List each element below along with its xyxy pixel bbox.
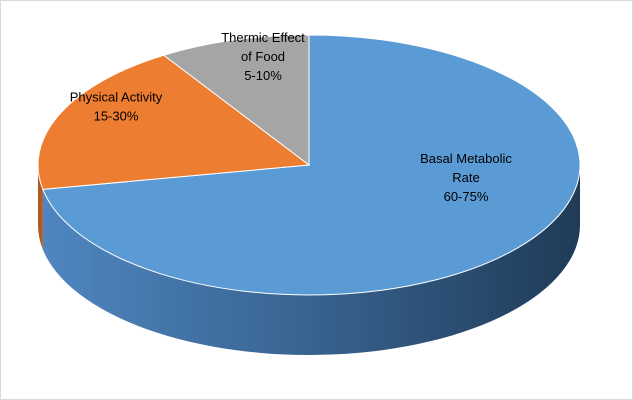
slice-label-line: 15-30% [94,109,139,124]
pie-slice-thermic-effect-of-food [162,34,310,167]
pie-side-1 [42,165,580,355]
pie-slice-basal-metabolic-rate [42,34,581,296]
slice-label-physical-activity: Physical Activity 15-30% [70,90,163,124]
slice-label-line: Rate [452,170,479,185]
slice-label-line: of Food [241,49,285,64]
slice-label-line: Thermic Effect [221,30,305,45]
slice-label-thermic-effect-of-food: Thermic Effect of Food 5-10% [221,30,305,83]
slice-label-line: Physical Activity [70,90,163,105]
pie-labels: Basal Metabolic Rate 60-75% Physical Activi… [70,30,513,204]
pie-slice-physical-activity [37,54,311,190]
pie-slices [37,34,581,296]
pie-side-2 [38,165,43,250]
pie-sides [38,165,580,355]
slice-label-line: 5-10% [244,68,282,83]
slice-label-basal-metabolic-rate: Basal Metabolic Rate 60-75% [420,151,512,204]
slice-label-line: Basal Metabolic [420,151,512,166]
slice-label-line: 60-75% [444,189,489,204]
